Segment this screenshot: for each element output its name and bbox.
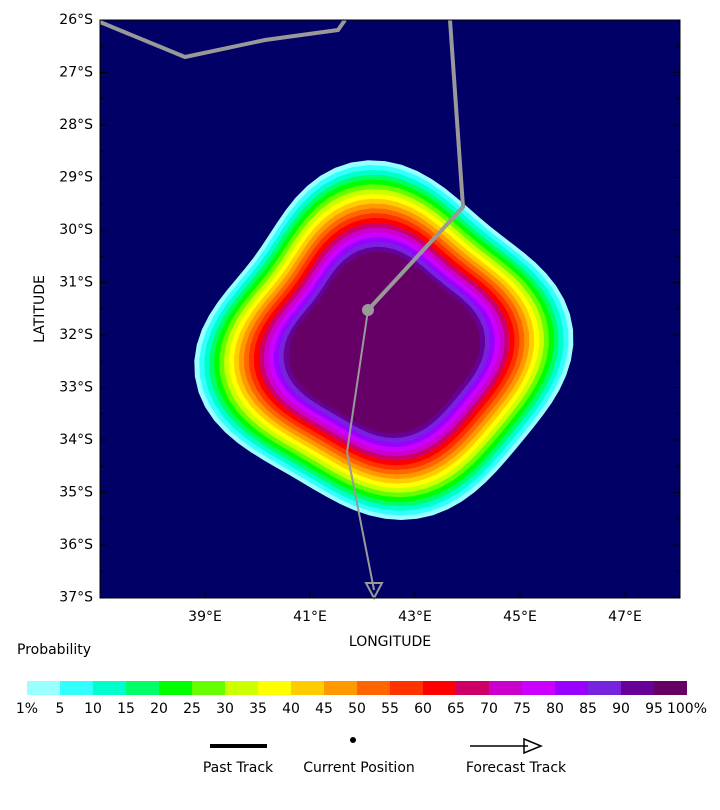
colorbar-label: 85 (579, 701, 597, 717)
colorbar-label: 60 (414, 701, 432, 717)
x-axis-label: LONGITUDE (349, 634, 431, 650)
forecast-arrow (364, 582, 384, 601)
colorbar-swatch (621, 681, 654, 695)
colorbar-label: 90 (612, 701, 630, 717)
colorbar-label: 30 (216, 701, 234, 717)
colorbar-swatch (324, 681, 357, 695)
colorbar-label: 40 (282, 701, 300, 717)
legend-label: Current Position (303, 760, 415, 776)
colorbar-label: 25 (183, 701, 201, 717)
colorbar-swatch (489, 681, 522, 695)
colorbar-label: 50 (348, 701, 366, 717)
colorbar-swatch (291, 681, 324, 695)
y-tick-label: 35°S (59, 485, 93, 501)
colorbar-label: 75 (513, 701, 531, 717)
y-tick-label: 29°S (59, 170, 93, 186)
y-tick-label: 37°S (59, 590, 93, 606)
colorbar-label: 95 (645, 701, 663, 717)
colorbar-swatch (159, 681, 192, 695)
legend-label: Past Track (203, 760, 274, 776)
colorbar-swatch (423, 681, 456, 695)
colorbar-title: Probability (17, 642, 91, 658)
y-tick-label: 27°S (59, 65, 93, 81)
colorbar-label: 5 (56, 701, 65, 717)
current-position (362, 304, 374, 316)
x-tick-label: 43°E (398, 609, 432, 625)
x-tick-label: 45°E (503, 609, 537, 625)
colorbar-swatch (357, 681, 390, 695)
colorbar-swatch (555, 681, 588, 695)
colorbar-swatch (225, 681, 258, 695)
colorbar-swatch (192, 681, 225, 695)
past-track (366, 19, 466, 312)
colorbar-swatch (390, 681, 423, 695)
colorbar-label: 80 (546, 701, 564, 717)
colorbar-label: 35 (249, 701, 267, 717)
y-tick-label: 28°S (59, 117, 93, 133)
y-tick-label: 31°S (59, 275, 93, 291)
legend-current-dot (350, 737, 356, 743)
legend-forecast-arrow (523, 737, 543, 755)
y-tick-label: 36°S (59, 537, 93, 553)
colorbar-label: 15 (117, 701, 135, 717)
colorbar-label: 20 (150, 701, 168, 717)
x-tick-label: 47°E (608, 609, 642, 625)
colorbar-swatch (456, 681, 489, 695)
colorbar-swatch (27, 681, 60, 695)
x-tick-label: 39°E (188, 609, 222, 625)
colorbar-label: 1% (16, 701, 38, 717)
forecast-track (345, 309, 375, 591)
legend-label: Forecast Track (466, 760, 567, 776)
y-tick-label: 32°S (59, 327, 93, 343)
colorbar-swatch (60, 681, 93, 695)
probability-contour (288, 251, 481, 434)
colorbar-label: 70 (480, 701, 498, 717)
tracks (99, 18, 466, 601)
y-axis-label: LATITUDE (32, 275, 48, 343)
colorbar-label: 45 (315, 701, 333, 717)
colorbar-swatch (126, 681, 159, 695)
y-tick-label: 34°S (59, 432, 93, 448)
colorbar-swatch (654, 681, 687, 695)
colorbar-swatch (588, 681, 621, 695)
x-tick-label: 41°E (293, 609, 327, 625)
y-tick-label: 30°S (59, 222, 93, 238)
colorbar-label: 55 (381, 701, 399, 717)
y-tick-label: 26°S (59, 12, 93, 28)
past-track (99, 18, 347, 60)
colorbar-label: 65 (447, 701, 465, 717)
y-tick-label: 33°S (59, 380, 93, 396)
colorbar-swatch (258, 681, 291, 695)
colorbar-label: 10 (84, 701, 102, 717)
colorbar-label: 100% (667, 701, 707, 717)
colorbar-swatch (522, 681, 555, 695)
colorbar-swatch (93, 681, 126, 695)
